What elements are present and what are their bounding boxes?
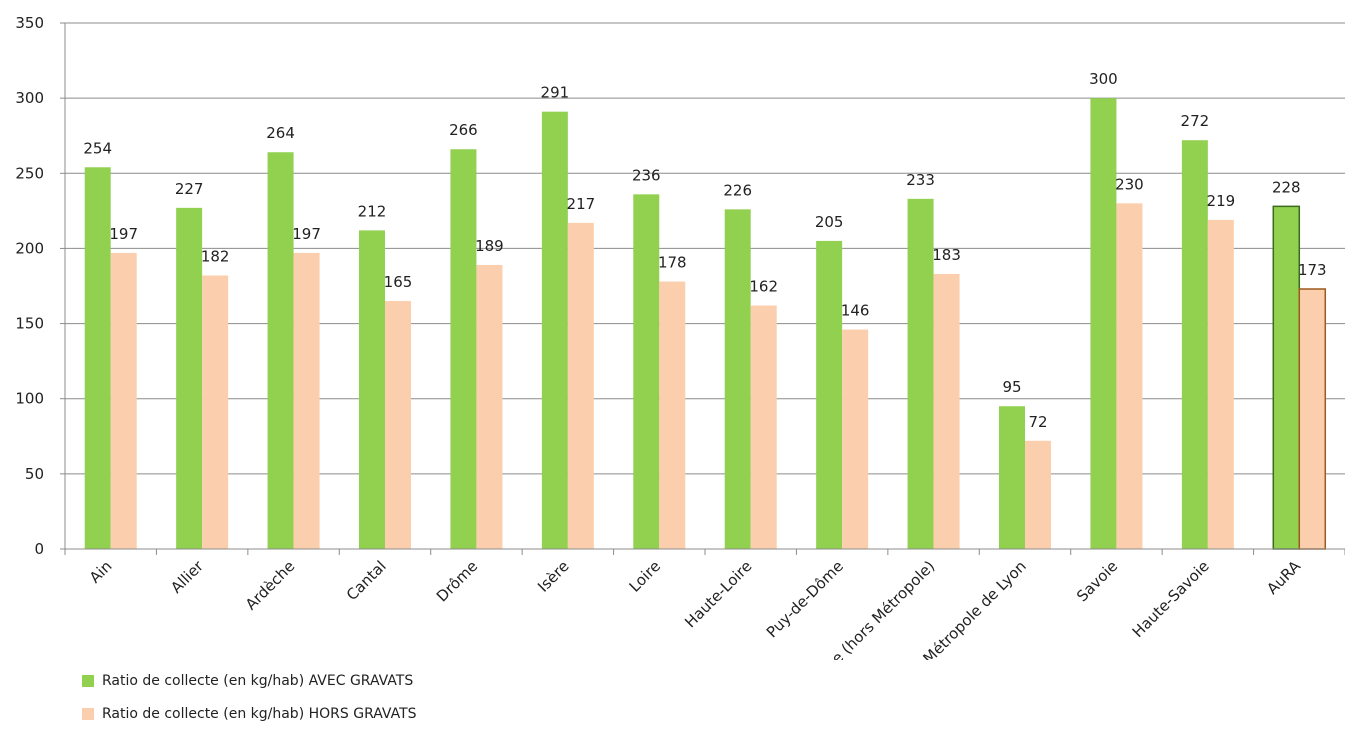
bar-hors	[293, 252, 320, 550]
axes	[60, 22, 1345, 555]
bar-chart: 0 50 100 150 200 250 300 350 254 197 Ain 227 182 Alli…	[15, 14, 1345, 660]
bar-avec	[1272, 205, 1301, 550]
bar-avec	[907, 198, 934, 549]
data-label: 165	[384, 273, 413, 291]
bar-avec	[359, 230, 385, 549]
grid-lines	[65, 22, 1345, 475]
x-category-label: AuRA	[1263, 557, 1304, 598]
y-tick-label: 300	[15, 89, 44, 107]
data-label: 197	[292, 225, 321, 243]
bar-hors	[567, 222, 594, 549]
data-label: 226	[723, 181, 752, 199]
bar-avec	[84, 167, 111, 549]
data-label: 228	[1272, 178, 1301, 196]
y-tick-label: 200	[15, 239, 44, 257]
legend-swatch-hors	[82, 708, 94, 720]
bar-avec	[1090, 98, 1117, 550]
data-label: 217	[567, 195, 596, 213]
bar-hors	[1116, 203, 1143, 550]
x-category-label: Haute-Savoie	[1129, 557, 1213, 641]
bar-avec	[633, 194, 660, 549]
legend-swatch-avec	[82, 675, 94, 687]
bar-hors	[750, 305, 777, 549]
bar-hors	[842, 329, 869, 549]
data-label: 183	[932, 246, 961, 264]
data-label: 300	[1089, 70, 1118, 88]
bar-hors	[1207, 219, 1234, 550]
legend-item-avec: Ratio de collecte (en kg/hab) AVEC GRAVA…	[82, 668, 417, 694]
data-label: 72	[1028, 413, 1047, 431]
bar-hors	[110, 252, 137, 550]
legend-label-avec: Ratio de collecte (en kg/hab) AVEC GRAVA…	[102, 673, 414, 689]
bar-hors	[933, 273, 960, 549]
bar-avec	[176, 207, 203, 549]
data-label: 95	[1002, 378, 1021, 396]
data-label: 212	[358, 202, 387, 220]
data-label: 205	[815, 213, 844, 231]
data-label: 189	[475, 237, 504, 255]
bar-avec	[999, 406, 1025, 549]
y-tick-label: 150	[15, 315, 44, 333]
data-label: 182	[201, 247, 230, 265]
bar-avec	[450, 149, 477, 550]
data-label: 291	[541, 84, 570, 102]
data-label: 162	[749, 278, 778, 296]
x-category-label: Allier	[167, 557, 207, 597]
bar-hors	[476, 264, 503, 549]
x-category-label: Haute-Loire	[681, 557, 755, 631]
bar-hors	[1025, 440, 1051, 549]
bar-hors	[659, 281, 686, 549]
bar-avec	[541, 111, 568, 549]
data-label: 236	[632, 166, 661, 184]
y-tick-label: 100	[15, 390, 44, 408]
y-tick-label: 50	[25, 465, 44, 483]
x-category-label: Ardèche	[242, 557, 299, 614]
legend-item-hors: Ratio de collecte (en kg/hab) HORS GRAVA…	[82, 701, 417, 727]
data-label: 272	[1181, 112, 1210, 130]
bar-avec	[724, 209, 751, 549]
bar-avec	[1181, 140, 1208, 550]
bar-avec	[816, 240, 843, 549]
y-tick-label: 350	[15, 14, 44, 32]
legend: Ratio de collecte (en kg/hab) AVEC GRAVA…	[82, 668, 417, 734]
data-label: 230	[1115, 175, 1144, 193]
data-label: 233	[906, 171, 935, 189]
data-label: 264	[266, 124, 295, 142]
bar-hors	[1298, 288, 1327, 550]
data-label: 266	[449, 121, 478, 139]
bar-hors	[202, 275, 229, 549]
data-label: 219	[1207, 192, 1236, 210]
x-category-label: Cantal	[343, 557, 390, 604]
data-label: 146	[841, 302, 870, 320]
x-category-label: Métropole de Lyon	[920, 557, 1030, 660]
legend-label-hors: Ratio de collecte (en kg/hab) HORS GRAVA…	[102, 706, 417, 722]
x-category-label: Loire	[626, 557, 665, 596]
data-label: 227	[175, 180, 204, 198]
y-tick-label: 250	[15, 164, 44, 182]
y-tick-label: 0	[34, 540, 44, 558]
x-category-label: Drôme	[433, 557, 481, 605]
x-category-label: Isère	[534, 557, 573, 596]
bars	[84, 98, 1327, 550]
data-label: 178	[658, 253, 687, 271]
bar-avec	[267, 152, 294, 549]
data-label: 254	[83, 139, 112, 157]
bar-hors	[385, 301, 411, 549]
x-category-label: Savoie	[1073, 557, 1121, 605]
x-category-label: Puy-de-Dôme	[763, 557, 847, 641]
data-label: 173	[1298, 261, 1327, 279]
data-label: 197	[109, 225, 138, 243]
x-category-label: Ain	[86, 557, 116, 587]
